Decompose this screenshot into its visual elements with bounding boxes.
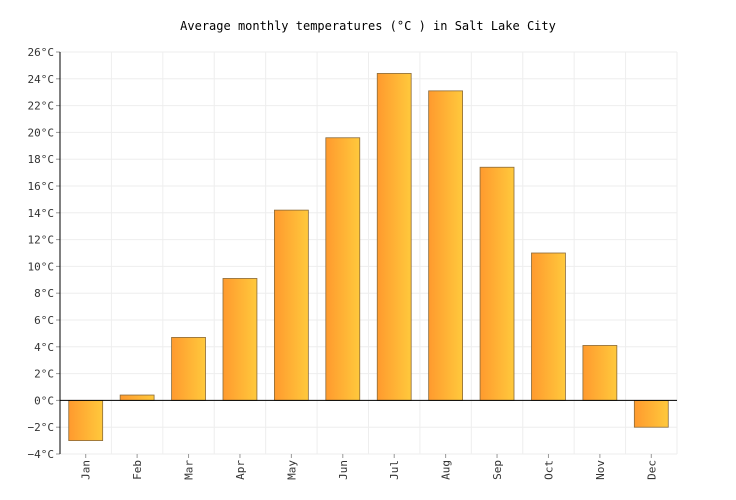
x-axis-ticks: Jan Feb Mar Apr May Jun Jul Aug Sep Oct Nov Dec xyxy=(80,454,658,480)
bars xyxy=(68,73,669,441)
grid-layer xyxy=(59,51,678,455)
bar-dec xyxy=(633,399,669,428)
bar-mar xyxy=(171,337,206,401)
x-tick-label-apr: Apr xyxy=(234,460,247,480)
y-tick-label: 12°C xyxy=(28,234,55,247)
y-tick-label: 22°C xyxy=(28,100,55,113)
bar-jun xyxy=(325,137,361,401)
x-tick-label-feb: Feb xyxy=(131,460,144,480)
x-tick-label-nov: Nov xyxy=(594,460,607,480)
bar-oct xyxy=(531,252,566,401)
y-tick-label: 10°C xyxy=(28,260,55,273)
y-tick-label: 26°C xyxy=(28,46,55,59)
bar-may xyxy=(274,209,309,401)
bar-jan xyxy=(68,399,104,441)
y-tick-label: −4°C xyxy=(28,448,55,461)
y-tick-label: 4°C xyxy=(34,341,54,354)
x-tick-label-jul: Jul xyxy=(388,460,401,480)
y-tick-label: 18°C xyxy=(28,153,55,166)
bar-sep xyxy=(479,166,515,401)
bar-aug xyxy=(428,90,463,401)
chart-title: Average monthly temperatures (°C ) in Sa… xyxy=(180,19,556,33)
bar-nov xyxy=(582,345,618,401)
y-tick-label: 8°C xyxy=(34,287,54,300)
bar-feb xyxy=(119,394,155,401)
x-tick-label-sep: Sep xyxy=(491,460,504,480)
y-tick-label: 0°C xyxy=(34,394,54,407)
y-axis-ticks: −4°C −2°C 0°C 2°C 4°C 6°C 8°C 10°C 12°C 14°C 16°C 1… xyxy=(28,46,60,461)
y-tick-label: −2°C xyxy=(28,421,55,434)
x-tick-label-dec: Dec xyxy=(645,460,658,480)
y-tick-label: 20°C xyxy=(28,126,55,139)
x-tick-label-aug: Aug xyxy=(440,460,453,480)
x-tick-label-jan: Jan xyxy=(80,460,93,480)
bar-apr xyxy=(222,278,258,401)
y-tick-label: 14°C xyxy=(28,207,55,220)
bar-jul xyxy=(376,73,412,401)
x-tick-label-jun: Jun xyxy=(337,460,350,480)
x-tick-label-mar: Mar xyxy=(183,460,196,480)
y-tick-label: 24°C xyxy=(28,73,55,86)
y-tick-label: 6°C xyxy=(34,314,54,327)
y-tick-label: 2°C xyxy=(34,368,54,381)
y-tick-label: 16°C xyxy=(28,180,55,193)
x-tick-label-may: May xyxy=(285,460,298,480)
x-tick-label-oct: Oct xyxy=(542,460,555,480)
